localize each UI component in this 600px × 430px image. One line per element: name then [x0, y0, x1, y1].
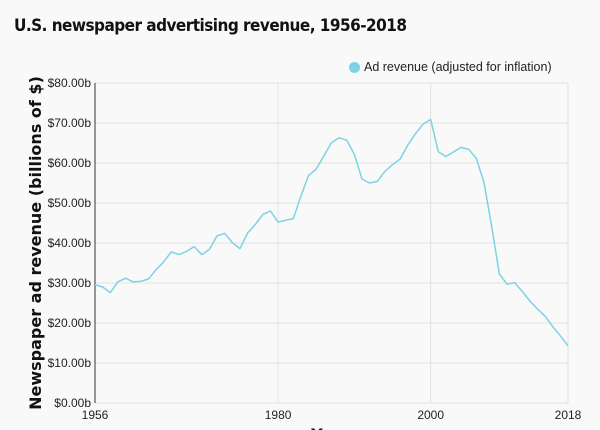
x-tick-label: 2018 — [555, 408, 582, 422]
x-tick-label: 1980 — [265, 408, 292, 422]
y-tick-label: $10.00b — [48, 356, 92, 370]
y-tick-label: $70.00b — [48, 116, 92, 130]
x-axis-label: Year — [310, 425, 351, 430]
legend-label: Ad revenue (adjusted for inflation) — [364, 60, 552, 74]
y-tick-label: $20.00b — [48, 316, 92, 330]
y-tick-label: $30.00b — [48, 276, 92, 290]
y-tick-label: $50.00b — [48, 196, 92, 210]
x-tick-label: 1956 — [82, 408, 109, 422]
y-tick-label: $80.00b — [48, 76, 92, 90]
y-tick-label: $40.00b — [48, 236, 92, 250]
chart-title: U.S. newspaper advertising revenue, 1956… — [14, 16, 407, 36]
series-line — [94, 118, 569, 347]
legend-marker-icon — [349, 61, 360, 73]
y-tick-label: $60.00b — [48, 156, 92, 170]
y-axis-label: Newspaper ad revenue (billions of $) — [26, 76, 45, 410]
legend: Ad revenue (adjusted for inflation) — [349, 60, 552, 74]
y-tick-label: $0.00b — [54, 396, 91, 410]
x-tick-label: 2000 — [417, 408, 444, 422]
